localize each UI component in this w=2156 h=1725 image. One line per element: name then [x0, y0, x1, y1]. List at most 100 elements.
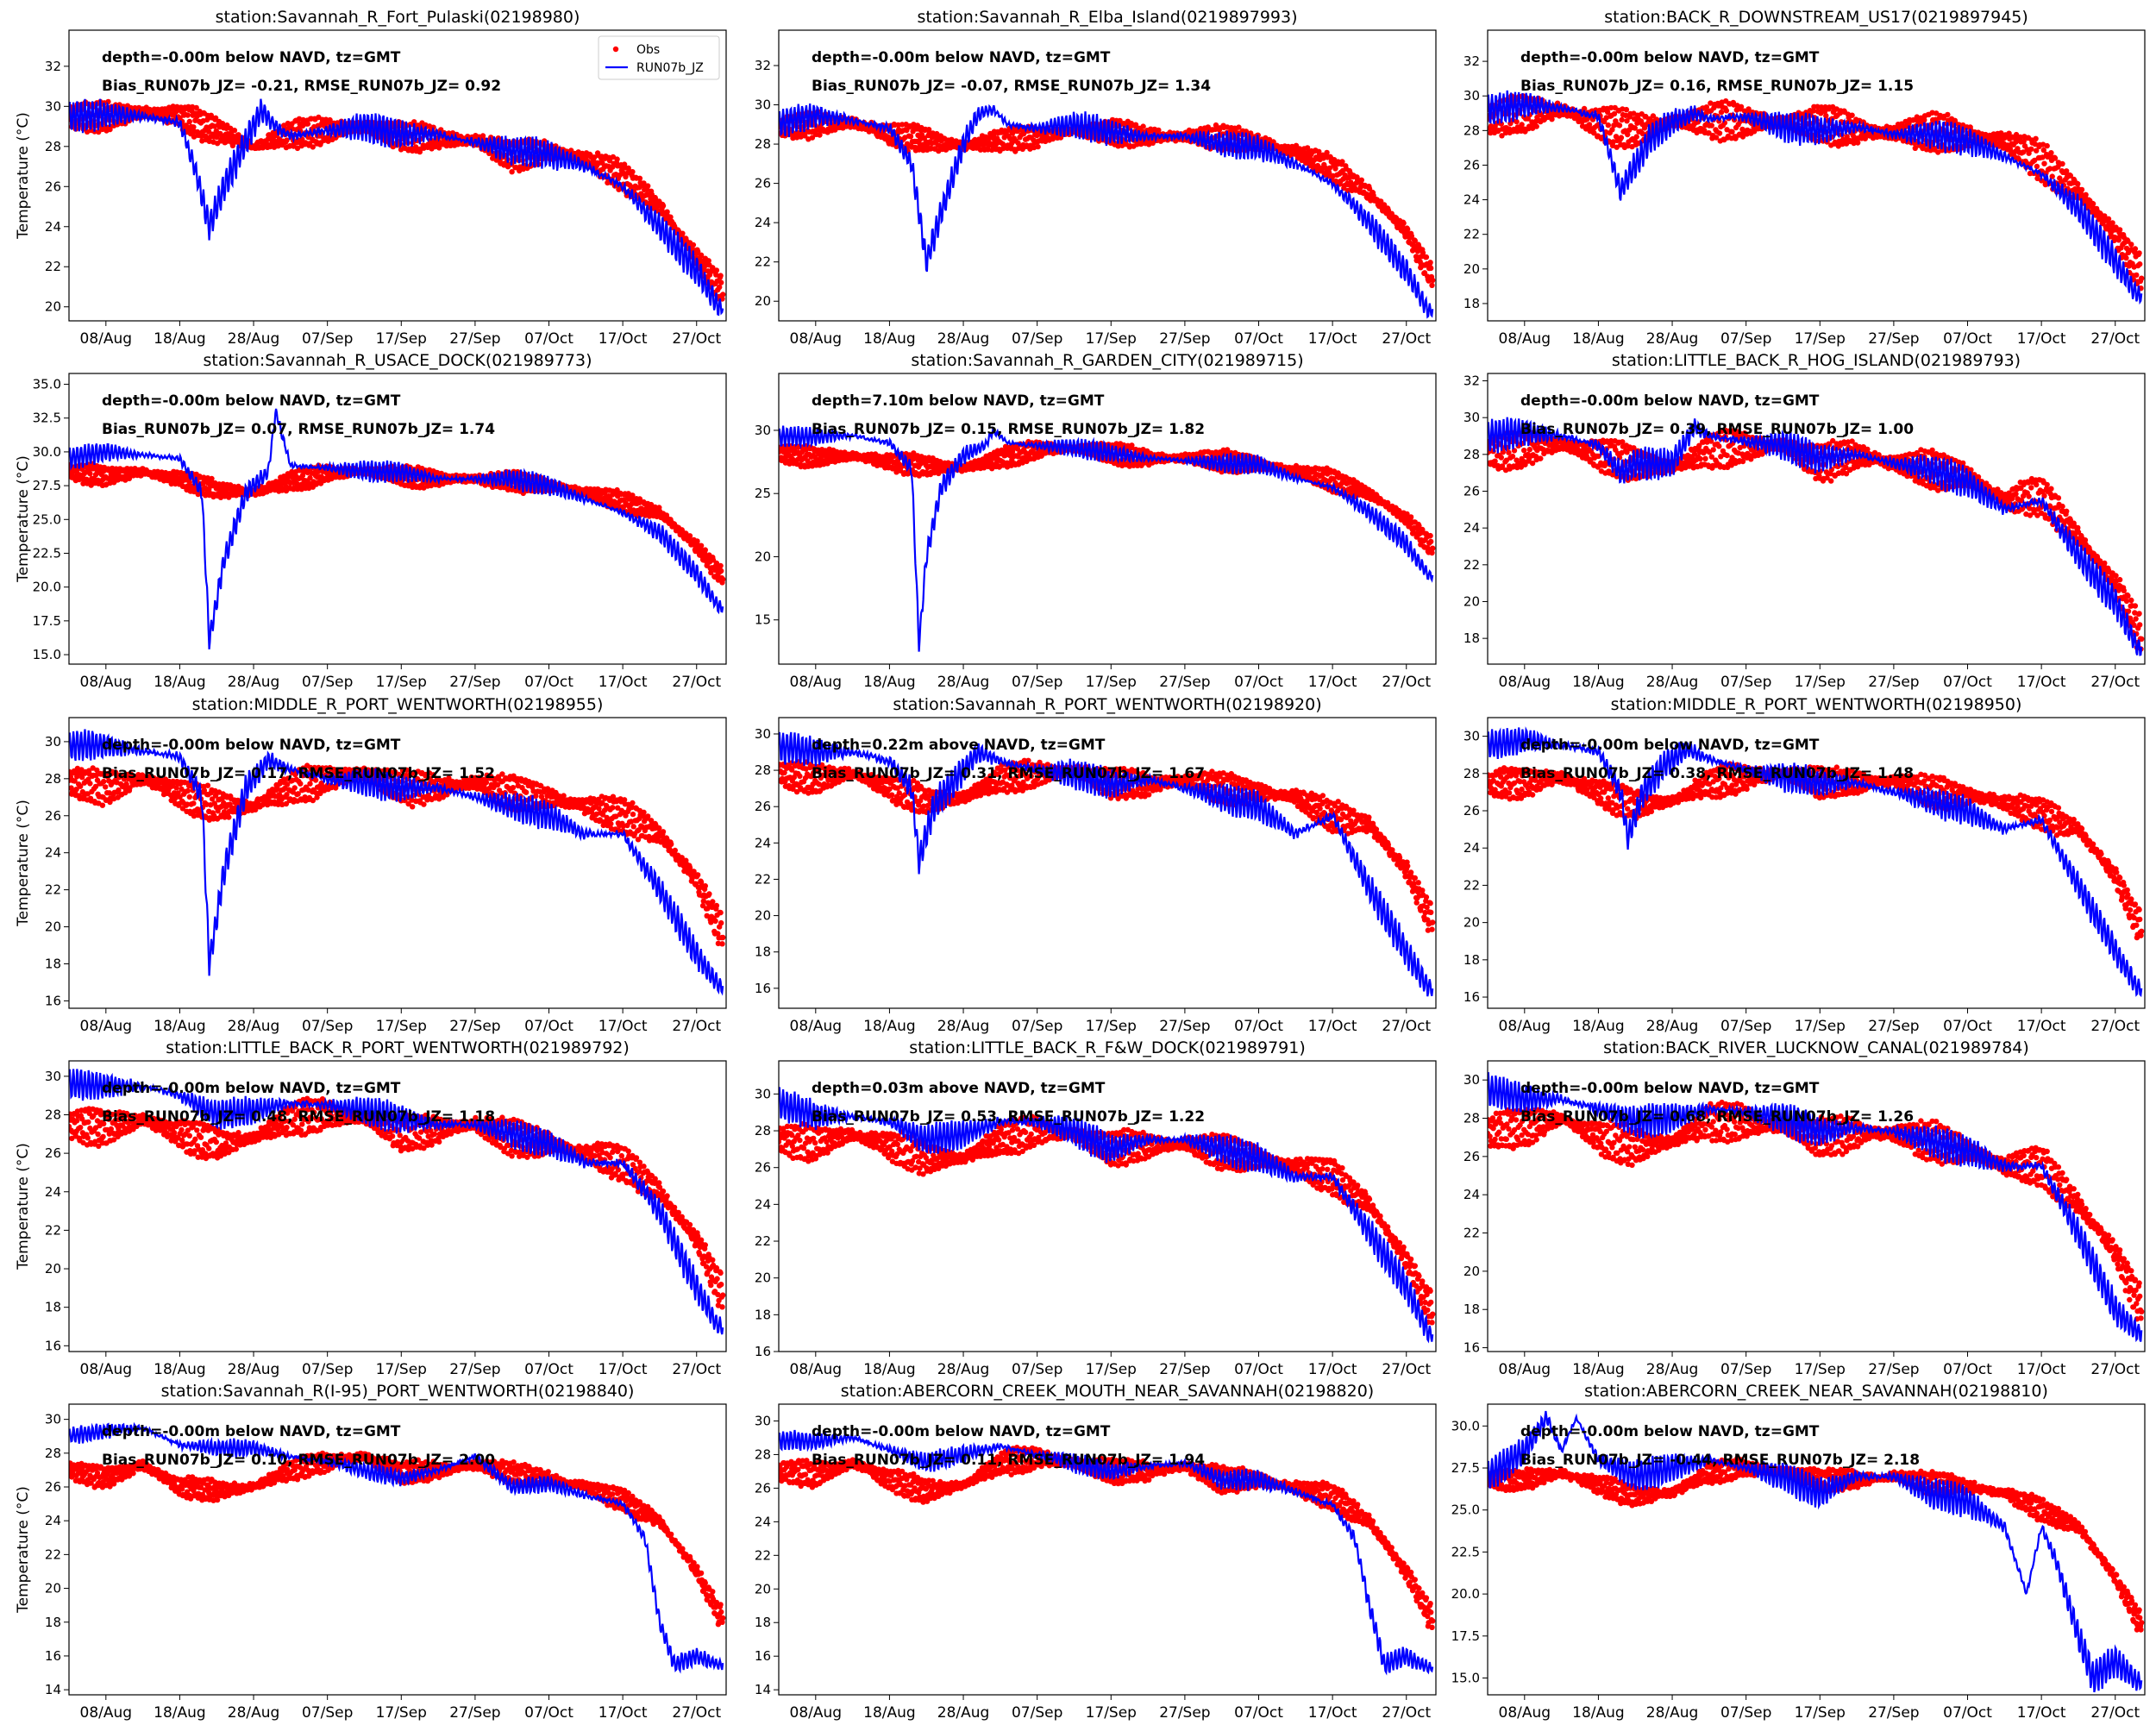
- obs-point: [1428, 265, 1434, 272]
- obs-point: [1381, 202, 1388, 208]
- obs-point: [1502, 129, 1509, 136]
- obs-point: [1614, 144, 1620, 150]
- obs-point: [2028, 146, 2034, 152]
- x-tick-label: 18/Aug: [863, 330, 916, 348]
- y-axis-label: Temperature (°C): [15, 455, 32, 583]
- obs-point: [1015, 140, 1021, 147]
- obs-point: [1609, 127, 1615, 133]
- obs-point: [630, 169, 636, 175]
- y-tick-label: 20: [45, 299, 61, 315]
- obs-point: [847, 124, 854, 130]
- obs-point: [1611, 110, 1618, 117]
- x-tick-label: 27/Oct: [672, 330, 721, 348]
- x-tick-label: 07/Sep: [1720, 330, 1771, 348]
- obs-point: [1401, 220, 1407, 226]
- obs-point: [2123, 254, 2129, 261]
- obs-point: [690, 242, 697, 248]
- obs-point: [1412, 237, 1419, 244]
- obs-point: [1213, 126, 1219, 132]
- obs-point: [1616, 122, 1623, 129]
- obs-point: [1920, 142, 1927, 148]
- x-tick-label: 28/Aug: [228, 674, 280, 691]
- obs-point: [2059, 160, 2065, 167]
- stats-annotation: Bias_RUN07b_JZ= -0.07, RMSE_RUN07b_JZ= 1…: [812, 78, 1211, 95]
- x-tick-label: 27/Oct: [2090, 330, 2140, 348]
- obs-point: [1718, 109, 1725, 116]
- obs-point: [2034, 147, 2040, 154]
- obs-point: [1723, 108, 1730, 114]
- obs-point: [96, 129, 102, 135]
- obs-point: [1650, 113, 1657, 119]
- obs-point: [191, 124, 197, 130]
- obs-point: [2046, 166, 2053, 172]
- obs-point: [975, 136, 982, 142]
- y-tick-label: 20.0: [33, 580, 61, 595]
- obs-point: [1591, 130, 1597, 136]
- y-tick-label: 28: [45, 139, 61, 154]
- x-tick-label: 27/Sep: [1159, 330, 1210, 348]
- obs-point: [2105, 216, 2112, 222]
- obs-point: [616, 186, 622, 192]
- obs-point: [1007, 135, 1013, 141]
- obs-point: [80, 480, 86, 486]
- obs-point: [2115, 237, 2122, 243]
- obs-point: [2034, 163, 2040, 170]
- y-tick-label: 35.0: [33, 377, 61, 392]
- obs-point: [1332, 166, 1338, 172]
- axes-frame: [778, 29, 1437, 322]
- obs-point: [706, 272, 713, 278]
- legend-model-label: RUN07b_JZ: [636, 61, 704, 75]
- obs-point: [307, 474, 313, 481]
- obs-point: [718, 568, 724, 574]
- x-tick-label: 07/Oct: [524, 330, 573, 348]
- y-tick-label: 24: [45, 219, 61, 235]
- obs-point: [310, 144, 316, 150]
- y-tick-label: 22: [45, 259, 61, 274]
- obs-point: [1339, 159, 1345, 165]
- obs-point: [2021, 138, 2027, 145]
- obs-point: [304, 121, 311, 127]
- axes-frame: [68, 373, 727, 665]
- obs-point: [1498, 121, 1505, 127]
- obs-point: [1633, 134, 1639, 140]
- x-tick-label: 07/Oct: [1234, 330, 1283, 348]
- obs-point: [2064, 168, 2070, 174]
- obs-point: [1623, 106, 1630, 113]
- obs-point: [1605, 122, 1612, 129]
- obs-point: [1140, 123, 1146, 129]
- obs-point: [198, 133, 204, 139]
- x-tick-label: 27/Oct: [1382, 330, 1431, 348]
- obs-point: [1358, 177, 1365, 183]
- y-tick-label: 24: [1463, 192, 1480, 208]
- obs-point: [680, 230, 686, 236]
- obs-point: [2032, 157, 2038, 164]
- y-tick-label: 28: [755, 136, 771, 152]
- model-series-line: [69, 408, 724, 649]
- x-tick-label: 18/Aug: [154, 330, 206, 348]
- y-tick-label: 22: [755, 254, 771, 270]
- x-tick-label: 08/Aug: [790, 330, 843, 348]
- obs-point: [817, 132, 823, 138]
- depth-annotation: depth=-0.00m below NAVD, tz=GMT: [1520, 49, 1820, 66]
- y-tick-label: 18: [1463, 296, 1480, 311]
- y-tick-label: 22.5: [33, 545, 61, 561]
- obs-point: [1035, 143, 1041, 150]
- obs-point: [1729, 129, 1735, 135]
- subplot-1: station:Savannah_R_Fort_Pulaski(02198980…: [15, 8, 727, 348]
- obs-point: [410, 147, 416, 154]
- obs-point: [1519, 122, 1525, 128]
- y-tick-label: 30: [45, 98, 61, 114]
- x-tick-label: 07/Sep: [1012, 330, 1062, 348]
- x-tick-label: 17/Sep: [376, 330, 427, 348]
- x-tick-label: 17/Sep: [1795, 330, 1846, 348]
- obs-point: [686, 533, 693, 539]
- x-tick-label: 28/Aug: [228, 330, 280, 348]
- model-series-line: [69, 98, 724, 317]
- depth-annotation: depth=-0.00m below NAVD, tz=GMT: [102, 392, 401, 410]
- x-tick-label: 28/Aug: [937, 330, 990, 348]
- obs-point: [667, 214, 674, 220]
- obs-point: [623, 173, 629, 180]
- model-series-line: [1488, 90, 2143, 305]
- x-tick-label: 17/Oct: [599, 330, 648, 348]
- obs-point: [186, 118, 192, 125]
